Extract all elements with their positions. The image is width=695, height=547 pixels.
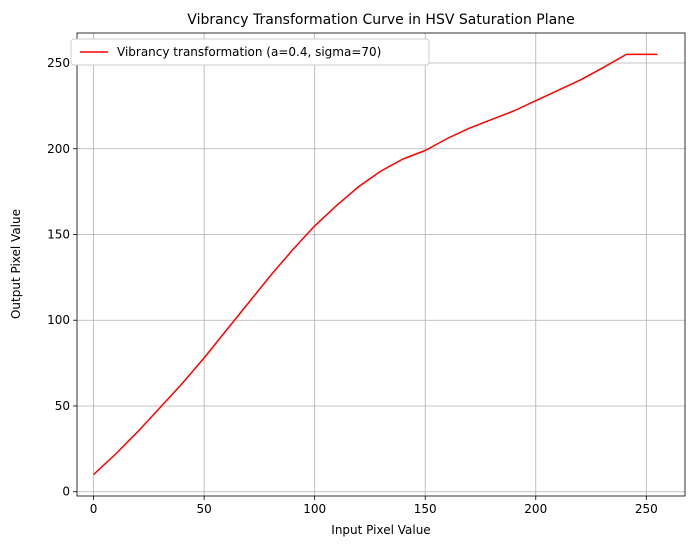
- chart-title: Vibrancy Transformation Curve in HSV Sat…: [187, 12, 574, 28]
- x-tick-label: 250: [635, 502, 658, 516]
- x-tick-label: 200: [524, 502, 547, 516]
- y-tick-label: 50: [55, 399, 70, 413]
- y-tick-label: 200: [47, 142, 70, 156]
- plot-frame: [76, 32, 686, 497]
- x-axis-label: Input Pixel Value: [331, 523, 430, 537]
- legend-box: [70, 38, 430, 66]
- series-line: [93, 53, 658, 476]
- y-tick-label: 250: [47, 56, 70, 70]
- legend-label: Vibrancy transformation (a=0.4, sigma=70…: [117, 45, 381, 59]
- y-tick-label: 0: [62, 485, 70, 499]
- series-layer: [93, 53, 658, 476]
- y-tick-label: 150: [47, 227, 70, 241]
- y-tick-label: 100: [47, 313, 70, 327]
- grid-lines: [77, 33, 685, 496]
- x-tick-label: 100: [303, 502, 326, 516]
- axis-ticks: 0 50 100 150 200 250 0 50 100 150 200 250: [47, 56, 658, 516]
- legend: Vibrancy transformation (a=0.4, sigma=70…: [70, 38, 430, 66]
- x-tick-label: 0: [90, 502, 98, 516]
- x-tick-label: 50: [196, 502, 211, 516]
- y-axis-label: Output Pixel Value: [9, 209, 23, 319]
- x-tick-label: 150: [414, 502, 437, 516]
